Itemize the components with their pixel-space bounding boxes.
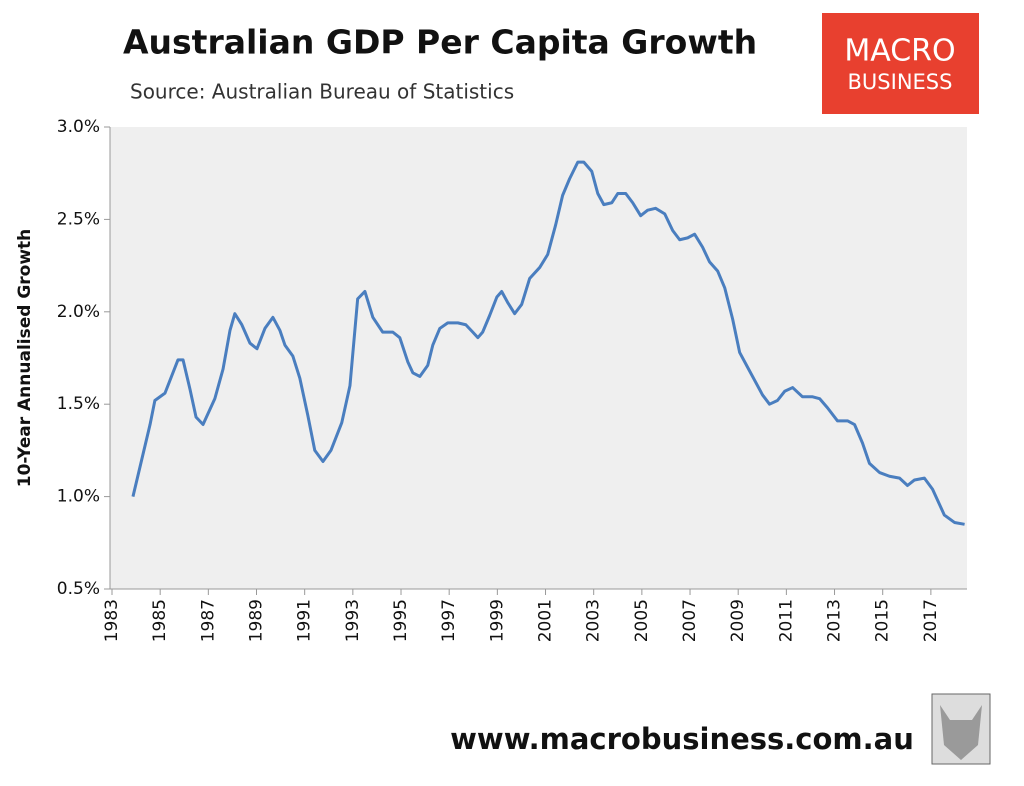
plot-area — [110, 127, 967, 589]
x-tick-label: 1985 — [150, 599, 170, 642]
logo-box — [822, 13, 979, 114]
chart-subtitle: Source: Australian Bureau of Statistics — [130, 80, 514, 104]
y-tick-label: 1.0% — [57, 487, 100, 507]
y-axis-label: 10-Year Annualised Growth — [15, 229, 35, 488]
x-tick-label: 2011 — [776, 599, 796, 642]
y-tick-label: 0.5% — [57, 579, 100, 599]
logo-text: BUSINESS — [848, 70, 953, 94]
y-tick-label: 2.5% — [57, 209, 100, 229]
x-tick-label: 1997 — [439, 599, 459, 642]
logo-text: MACRO — [844, 34, 955, 69]
x-tick-label: 1995 — [391, 599, 411, 642]
x-tick-label: 1987 — [198, 599, 218, 642]
x-tick-label: 1989 — [247, 599, 267, 642]
x-tick-label: 2007 — [680, 599, 700, 642]
y-tick-label: 3.0% — [57, 117, 100, 137]
wolf-icon-shape — [940, 705, 982, 760]
x-tick-label: 2003 — [584, 599, 604, 642]
x-tick-label: 2015 — [873, 599, 893, 642]
x-tick-label: 2005 — [632, 599, 652, 642]
x-tick-label: 1991 — [295, 599, 315, 642]
x-tick-label: 1993 — [343, 599, 363, 642]
x-tick-label: 2009 — [728, 599, 748, 642]
x-tick-label: 1999 — [487, 599, 507, 642]
x-tick-label: 1983 — [102, 599, 122, 642]
y-tick-label: 2.0% — [57, 302, 100, 322]
chart-title: Australian GDP Per Capita Growth — [123, 23, 757, 62]
x-tick-label: 2017 — [921, 599, 941, 642]
data-line — [131, 160, 965, 526]
y-tick-label: 1.5% — [57, 394, 100, 414]
footer-url: www.macrobusiness.com.au — [450, 722, 914, 756]
x-tick-label: 2001 — [536, 599, 556, 642]
x-tick-label: 2013 — [825, 599, 845, 642]
